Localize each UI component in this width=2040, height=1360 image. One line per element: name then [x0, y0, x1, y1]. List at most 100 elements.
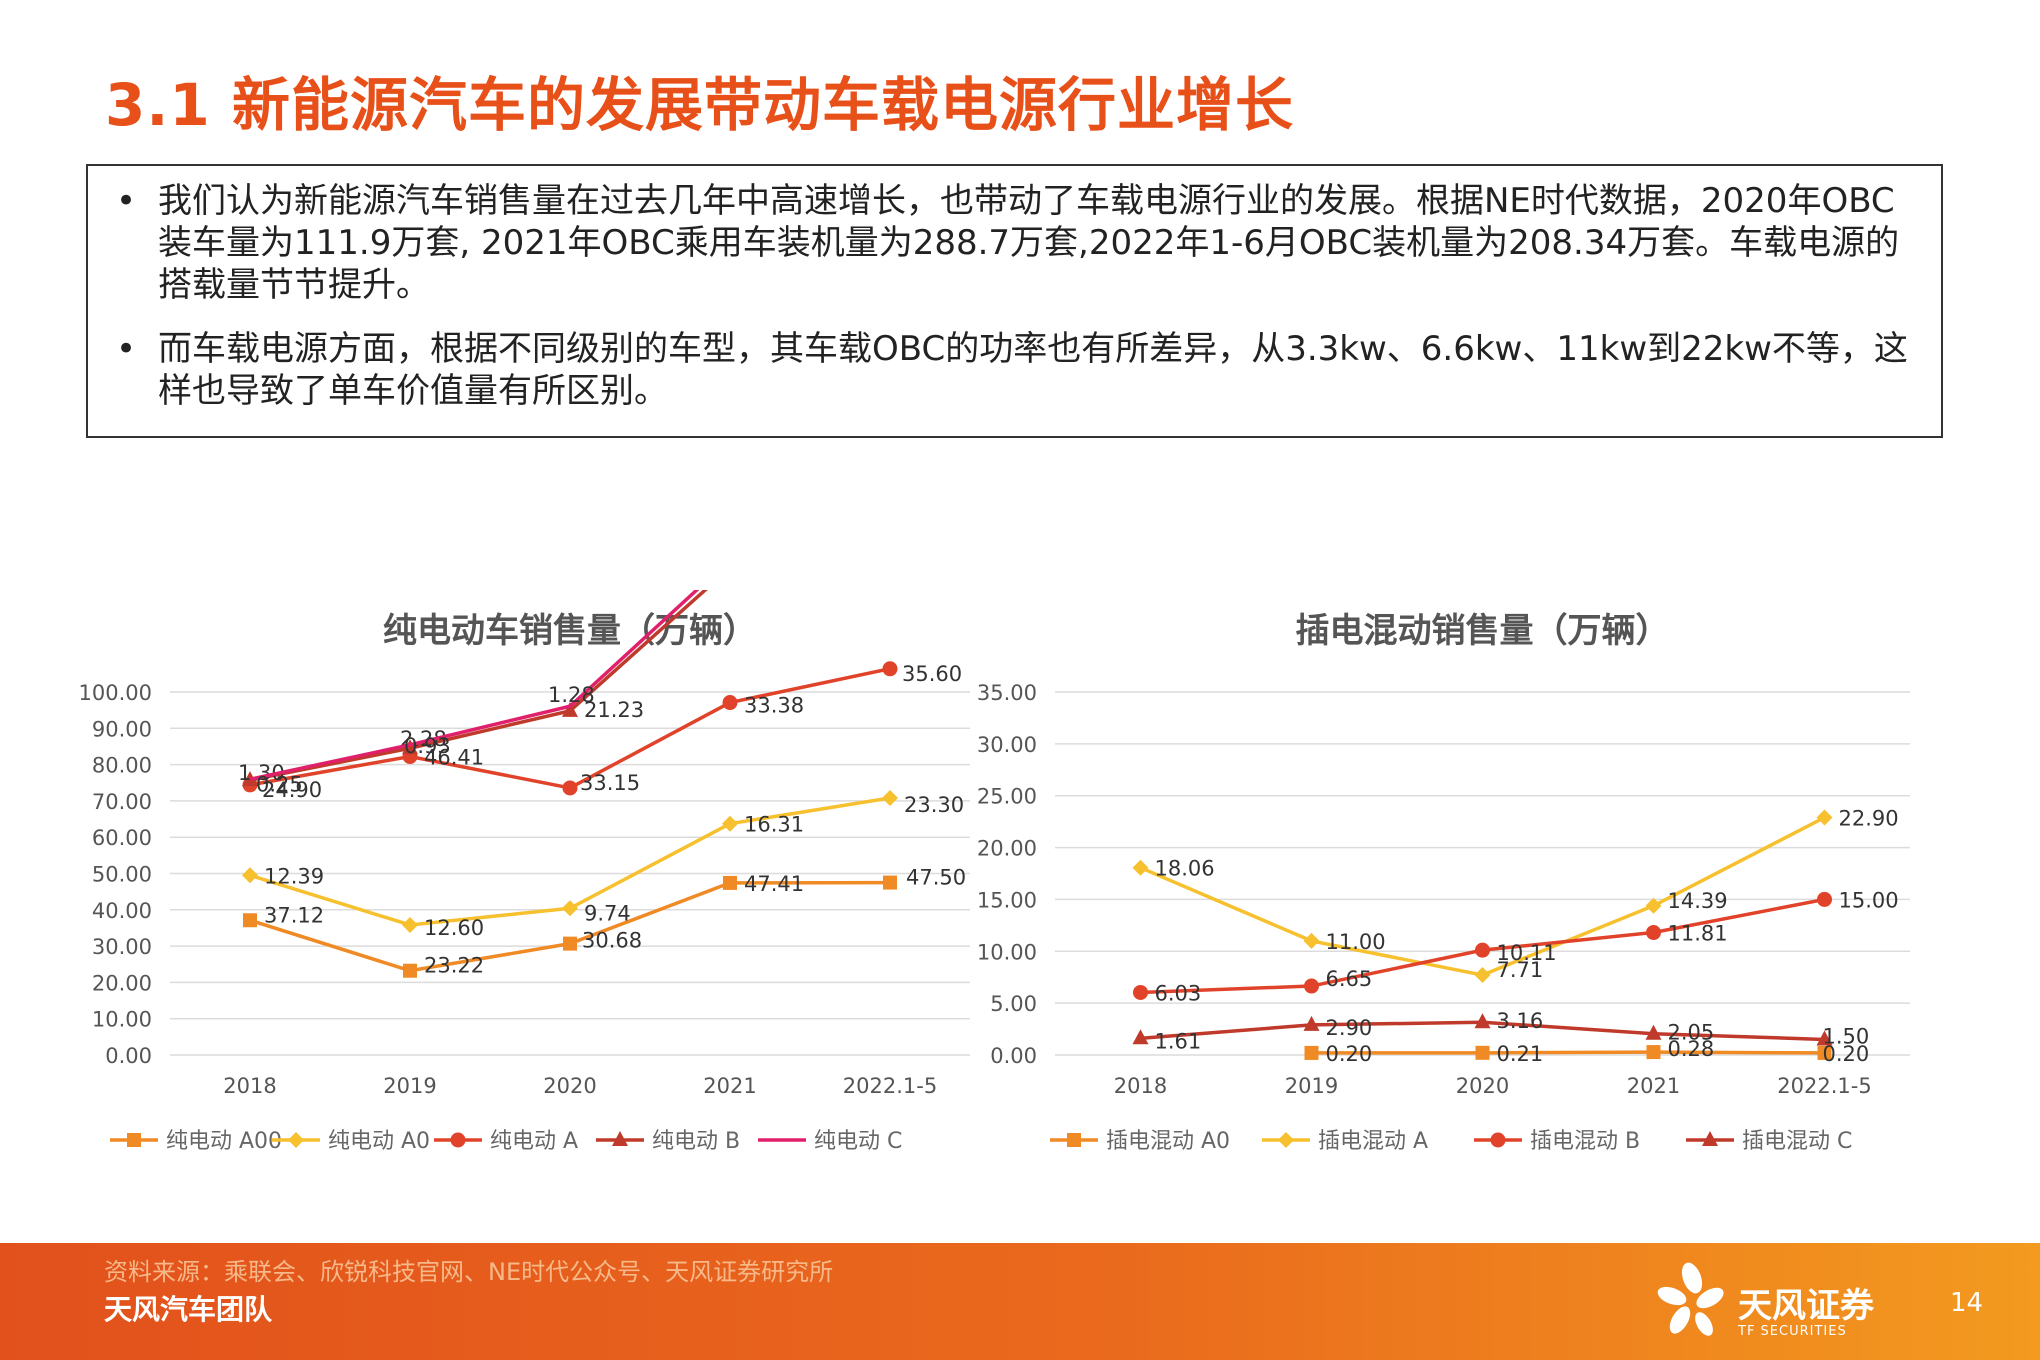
- legend-swatch-marker: [1067, 1133, 1081, 1147]
- x-tick-label: 2021: [1627, 1074, 1680, 1098]
- data-point: [1303, 1015, 1320, 1031]
- chart-title: 纯电动车销售量（万辆）: [383, 611, 757, 651]
- legend-swatch-marker: [1278, 1132, 1294, 1148]
- data-label: 7.71: [1497, 958, 1544, 982]
- data-point: [1816, 1030, 1833, 1046]
- data-point: [1133, 984, 1148, 1000]
- bullet-mark: •: [116, 329, 137, 369]
- data-label: 35.60: [902, 662, 962, 686]
- source-note: 资料来源：乘联会、欣锐科技官网、NE时代公众号、天风证券研究所: [104, 1258, 834, 1286]
- data-point: [1817, 891, 1832, 907]
- data-point: [1303, 932, 1320, 949]
- summary-box: • 我们认为新能源汽车销售量在过去几年中高速增长，也带动了车载电源行业的发展。根…: [86, 164, 1943, 438]
- page-number: 14: [1950, 1288, 1984, 1318]
- legend-entry: 纯电动 A00: [166, 1129, 282, 1154]
- data-point: [1474, 967, 1491, 984]
- data-label: 21.23: [584, 698, 644, 722]
- data-point: [1475, 1045, 1490, 1060]
- page-title: 3.1 新能源汽车的发展带动车载电源行业增长: [105, 71, 1294, 139]
- data-label: 18.06: [1155, 857, 1215, 881]
- data-label: 1.50: [1823, 1024, 1870, 1048]
- bev-sales-chart: 纯电动车销售量（万辆） 0.00 10.00 20.00 30.00 40.00 50.00…: [55, 590, 1015, 1170]
- data-label: 0.21: [1497, 1042, 1544, 1066]
- y-tick-label: 20.00: [92, 971, 152, 995]
- legend-swatch-marker: [288, 1132, 304, 1148]
- data-point: [1646, 925, 1661, 941]
- data-point: [1474, 1013, 1491, 1029]
- data-label: 23.30: [904, 793, 964, 817]
- legend-entry: 插电混动 A0: [1106, 1129, 1230, 1154]
- legend-entry: 插电混动 C: [1742, 1129, 1852, 1154]
- data-label: 12.39: [264, 864, 324, 888]
- legend-swatch-marker: [450, 1132, 466, 1148]
- y-tick-label: 30.00: [92, 935, 152, 959]
- x-tick-label: 2020: [1456, 1074, 1509, 1098]
- data-point: [563, 936, 577, 951]
- data-point: [1817, 1045, 1832, 1060]
- logo-text-en: TF SECURITIES: [1738, 1324, 1847, 1339]
- data-label: 47.41: [744, 872, 804, 896]
- legend-swatch-marker: [1490, 1132, 1506, 1148]
- data-point: [722, 815, 738, 832]
- bullet-mark: •: [116, 181, 137, 221]
- data-point: [722, 695, 738, 711]
- data-label: 0.25: [256, 772, 303, 796]
- data-point: [1304, 978, 1319, 994]
- y-tick-label: 25.00: [977, 785, 1037, 809]
- bullet-item-2: • 而车载电源方面，根据不同级别的车型，其车载OBC的功率也有所差异，从3.3k…: [116, 328, 1911, 412]
- legend-entry: 纯电动 B: [652, 1129, 740, 1154]
- y-tick-label: 50.00: [92, 863, 152, 887]
- data-label: 15.00: [1839, 888, 1899, 912]
- y-tick-label: 70.00: [92, 790, 152, 814]
- data-point: [883, 875, 897, 890]
- y-tick-label: 0.00: [990, 1044, 1037, 1068]
- series-line: [249, 590, 700, 781]
- phev-sales-chart: 插电混动销售量（万辆） 0.00 5.00 10.00 15.00 20.00 25.00 3…: [965, 590, 1925, 1170]
- data-point: [1132, 1029, 1149, 1045]
- data-point: [402, 739, 418, 755]
- legend-entry: 纯电动 A: [490, 1129, 578, 1154]
- data-label: 0.93: [404, 734, 451, 758]
- data-label: 9.74: [584, 901, 631, 925]
- y-tick-label: 80.00: [92, 754, 152, 778]
- y-tick-label: 30.00: [977, 733, 1037, 757]
- x-tick-label: 2022.1-5: [843, 1074, 937, 1098]
- data-point: [1645, 897, 1662, 914]
- y-tick-label: 35.00: [977, 681, 1037, 705]
- legend-entry: 插电混动 A: [1318, 1129, 1428, 1154]
- series-line: [1311, 1050, 1825, 1055]
- data-label: 6.65: [1326, 967, 1373, 991]
- data-point: [882, 661, 898, 677]
- data-label: 3.16: [1497, 1009, 1544, 1033]
- data-label: 22.90: [1839, 806, 1899, 830]
- legend-entry: 纯电动 C: [814, 1129, 902, 1154]
- data-label: 0.20: [1823, 1042, 1870, 1066]
- y-tick-label: 100.00: [79, 681, 152, 705]
- data-label: 0.20: [1326, 1042, 1373, 1066]
- x-tick-label: 2020: [543, 1074, 596, 1098]
- data-label: 6.03: [1155, 981, 1202, 1005]
- data-label: 11.00: [1326, 930, 1386, 954]
- bev-sales-chart-svg: 纯电动车销售量（万辆） 0.00 10.00 20.00 30.00 40.00 50.00…: [79, 590, 970, 1154]
- x-tick-label: 2019: [383, 1074, 436, 1098]
- chart-title: 插电混动销售量（万辆）: [1296, 611, 1670, 651]
- y-tick-label: 10.00: [977, 940, 1037, 964]
- y-tick-label: 40.00: [92, 899, 152, 923]
- data-label: 24.90: [262, 778, 322, 802]
- y-tick-label: 15.00: [977, 888, 1037, 912]
- y-tick-label: 5.00: [990, 992, 1037, 1016]
- data-label: 10.11: [1497, 941, 1557, 965]
- data-point: [882, 789, 898, 806]
- data-label: 1.28: [548, 683, 595, 707]
- data-label: 46.41: [424, 746, 484, 770]
- legend-swatch-marker: [127, 1133, 141, 1147]
- data-point: [1816, 809, 1833, 826]
- data-point: [562, 780, 578, 796]
- data-point: [723, 875, 737, 890]
- data-label: 14.39: [1668, 889, 1728, 913]
- tf-logo-icon: [1657, 1262, 1724, 1336]
- logo-text-cn: 天风证券: [1738, 1286, 1874, 1326]
- legend-entry: 纯电动 A0: [328, 1129, 430, 1154]
- bullet-text-2: 而车载电源方面，根据不同级别的车型，其车载OBC的功率也有所差异，从3.3kw、…: [158, 329, 1908, 411]
- y-tick-label: 90.00: [92, 717, 152, 741]
